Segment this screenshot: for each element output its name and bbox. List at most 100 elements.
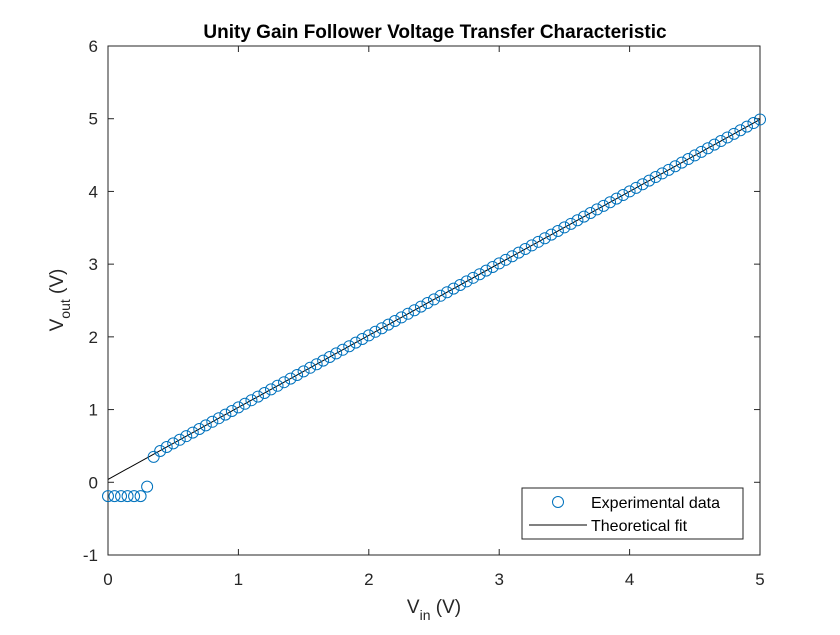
data-point [128,490,141,503]
data-point [330,347,343,360]
data-point [310,358,323,371]
data-point [708,138,721,151]
data-point [525,239,538,252]
data-point [721,131,734,144]
data-point [467,271,480,284]
data-point [571,214,584,227]
data-point [649,171,662,184]
data-point [336,343,349,356]
data-point [167,437,180,450]
y-tick-label: 5 [89,110,98,129]
legend: Experimental data Theoretical fit [521,487,744,540]
data-point [538,232,551,245]
data-point [382,318,395,331]
data-point [532,235,545,248]
data-point [701,142,714,155]
data-point [369,325,382,338]
data-point [656,167,669,180]
y-axis: -1 0 1 2 3 4 5 6 [83,37,760,565]
data-point [662,163,675,176]
data-point [375,322,388,335]
data-point [206,415,219,428]
data-point [441,286,454,299]
data-point [284,372,297,385]
x-axis-label: Vin (V) [407,597,461,623]
data-point [623,185,636,198]
data-point [212,412,225,425]
data-point [388,315,401,328]
data-point [454,279,467,292]
y-tick-label: 3 [89,255,98,274]
x-axis: 0 1 2 3 4 5 [103,46,765,589]
data-point [473,268,486,281]
y-tick-label: 2 [89,328,98,347]
data-point [447,282,460,295]
data-point [428,293,440,306]
data-point [688,149,701,162]
data-point [577,210,590,223]
x-tick-label: 1 [234,570,243,589]
data-point [499,253,512,266]
data-point [356,333,369,346]
data-point [108,490,121,503]
data-point [564,217,577,230]
data-point [160,440,173,453]
data-point [682,153,695,166]
legend-label-experimental: Experimental data [591,495,720,512]
x-tick-label: 4 [625,570,634,589]
data-point [186,426,199,439]
data-point [551,225,564,238]
data-point [584,207,597,220]
data-point [278,376,291,389]
data-point [643,174,656,187]
data-point [675,156,688,169]
y-tick-label: 0 [89,473,98,492]
data-point [727,127,740,140]
data-points-layer [102,113,766,503]
data-point [173,433,186,446]
data-point [102,490,114,503]
data-point [304,361,317,374]
legend-label-fit: Theoretical fit [591,518,688,535]
y-tick-label: 1 [89,401,98,420]
data-point [558,221,571,234]
data-point [401,307,414,320]
data-point [434,289,447,302]
data-point [232,401,245,414]
plot-area [107,45,761,556]
data-point [258,386,271,399]
data-point [754,113,766,126]
data-point [714,135,727,148]
data-point [134,490,147,503]
data-point [669,160,682,173]
data-point [219,408,232,421]
data-point [199,419,212,432]
data-point [115,490,128,503]
data-point [395,311,408,324]
data-point [154,445,167,458]
data-point [519,243,532,256]
data-point [506,250,519,263]
data-point [460,275,473,288]
data-point [291,368,304,381]
y-axis-label: Vout (V) [47,269,73,332]
x-tick-label: 0 [103,570,112,589]
data-point [408,304,421,317]
data-point [493,257,506,270]
x-tick-label: 2 [364,570,373,589]
y-tick-label: 6 [89,37,98,56]
data-point [734,124,747,137]
data-point [512,246,525,259]
y-tick-label: -1 [83,546,98,565]
data-point [414,300,427,313]
data-point [323,350,336,363]
data-point [610,192,623,205]
data-point [297,365,310,378]
data-point [597,199,610,212]
data-point [251,390,264,403]
data-point [349,336,362,349]
data-point [421,297,434,310]
data-point [121,490,134,503]
x-tick-label: 3 [494,570,503,589]
data-point [180,430,193,443]
